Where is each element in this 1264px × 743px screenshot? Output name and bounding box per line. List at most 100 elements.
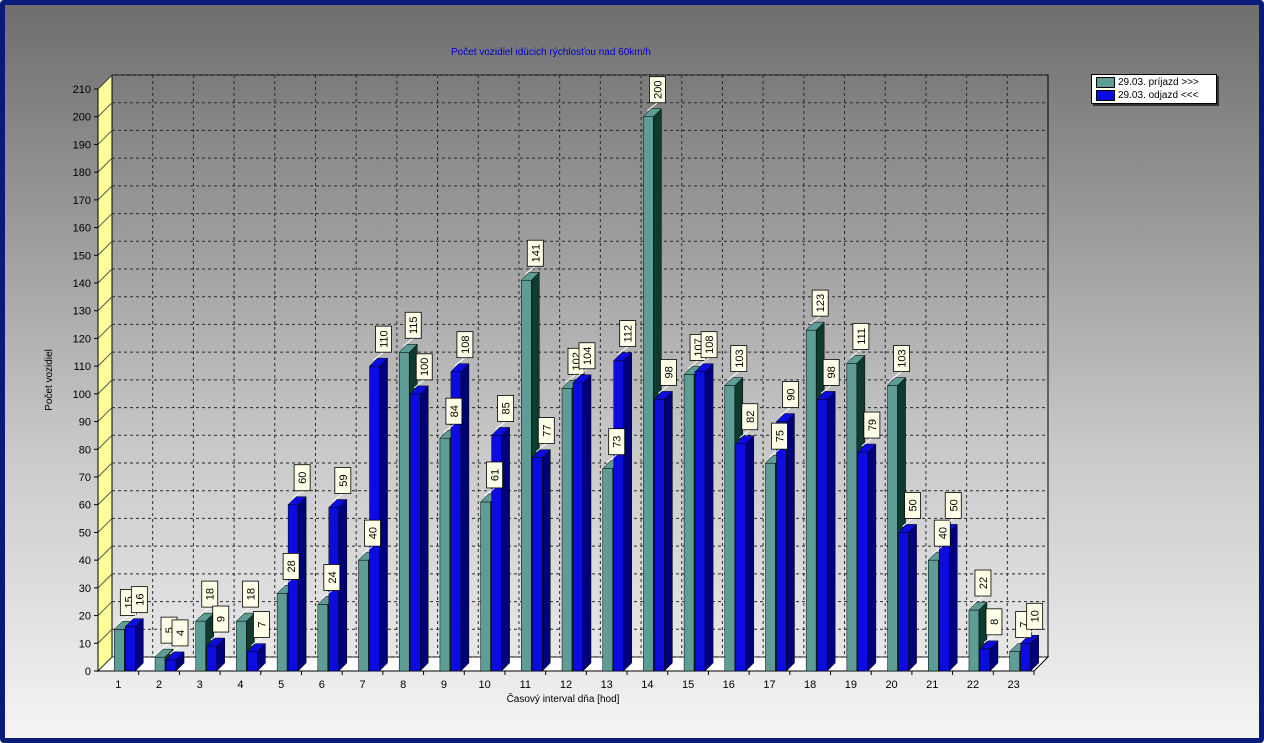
label-text: 4 [175,630,187,636]
bar-top [572,374,592,384]
label-leader [728,371,740,380]
label-box [282,553,300,580]
label-text: 100 [419,358,431,376]
x-tick-label: 7 [359,679,365,691]
label-leader [402,337,414,347]
data-label-departure: 98 [820,358,840,394]
label-text: 85 [501,402,513,414]
bar-front [195,620,206,672]
label-text: 5 [164,627,176,633]
data-labels: 15 165 41891872860245940110115100841086185… [118,76,1044,655]
bar-front [928,559,939,672]
label-leader [199,606,211,616]
label-box [730,345,748,372]
x-tick-label: 15 [682,679,694,691]
gridline-left [97,601,113,616]
bar-front [572,382,584,672]
y-tick-label: 10 [79,638,91,650]
x-tick-label: 12 [560,679,572,691]
bar-front [805,329,817,672]
bar-front [857,451,869,672]
x-tick-label: 19 [845,679,857,691]
label-box [456,331,474,359]
label-box [782,381,799,408]
label-box [741,403,759,431]
y-tick-label: 30 [79,583,91,595]
label-box [619,320,637,348]
bar-front [206,645,217,672]
bar-front [776,421,787,672]
label-box [486,461,504,489]
bar-side [135,618,144,672]
label-leader [739,429,751,439]
label-box [1026,602,1044,630]
bar-front [765,462,776,672]
x-tick-label: 10 [478,679,490,691]
data-label-arrival: 103 [728,345,748,380]
label-leader [280,579,292,588]
bar-top [613,352,633,361]
label-leader [698,357,710,367]
label-leader [809,315,821,325]
label-box [933,519,951,547]
label-leader [118,615,129,624]
chart-title: Počet vozidiel idúcich rýchlosťou nad 60… [451,47,651,58]
label-box [130,586,148,614]
label-text: 111 [856,328,868,345]
gridline-left [97,545,113,561]
bar-front [521,279,532,672]
label-text: 123 [815,294,827,312]
label-text: 104 [582,347,594,365]
bar-departure [287,496,307,672]
bar-front [165,659,177,672]
label-box [863,411,881,439]
y-tick-label: 80 [79,444,91,456]
label-box [852,322,870,350]
label-text: 9 [216,616,228,622]
x-tick-label: 18 [804,679,816,691]
label-leader [362,545,373,555]
bar-departure [368,357,389,672]
label-leader [332,493,344,502]
left-wall [97,73,113,673]
y-tick-label: 120 [73,333,91,345]
data-label-departure: 79 [861,411,881,447]
data-label-departure: 100 [413,353,433,389]
gridline-left [97,213,113,228]
x-axis-ticks: 1 2 3 4 5 6 7 8 9 10 11 12 13 14 15 16 17 18 19 20 21 22 23 [98,670,1035,691]
label-leader [780,407,791,416]
bar-side [419,385,429,672]
label-text: 16 [134,594,146,606]
label-box [811,289,829,317]
data-label-arrival: 75 [769,422,788,458]
label-leader [443,423,455,433]
data-label-arrival: 18 [199,580,219,616]
bar-front [561,388,573,672]
bar-top [450,363,470,372]
data-label-arrival: 18 [240,580,259,616]
label-text: 40 [368,527,380,539]
bar-front [735,443,747,672]
data-label-departure: 4 [169,619,189,655]
label-box [445,397,463,425]
bar-departure [246,642,267,672]
legend-swatch-arrival [1096,76,1115,88]
bar-top [694,363,714,372]
gridline-left [97,74,113,90]
bar-side [786,412,795,672]
bar-top [897,524,918,533]
label-text: 82 [745,411,757,423]
label-box [985,608,1003,636]
label-box [648,76,666,104]
label-text: 10 [1030,610,1042,622]
bar-front [1009,651,1020,672]
label-text: 200 [652,81,664,99]
label-leader [931,545,943,555]
label-leader [891,371,902,380]
gridline-left [97,185,113,201]
label-text: 50 [948,499,960,511]
y-tick-label: 70 [79,472,91,484]
bar-departure [775,412,796,672]
y-tick-label: 140 [73,278,91,290]
